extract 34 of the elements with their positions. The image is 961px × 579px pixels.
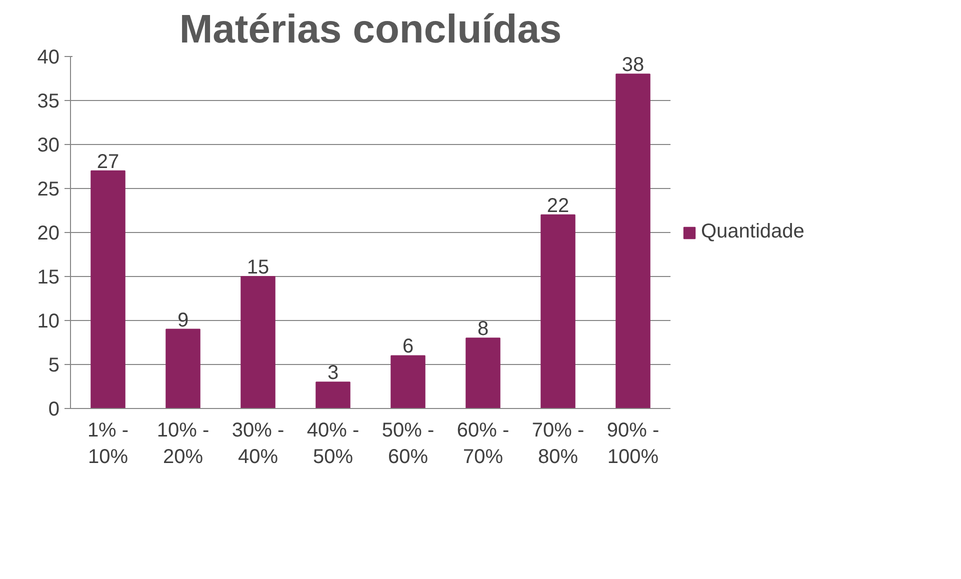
x-tick-label: 90% - 100% <box>606 420 660 468</box>
y-tick-label: 25 <box>37 178 60 200</box>
x-tick-label: 40% - 50% <box>306 420 360 468</box>
data-label: 3 <box>327 362 339 384</box>
y-tick-label: 10 <box>37 310 60 332</box>
y-tick-label: 35 <box>37 90 60 112</box>
y-tick-label: 30 <box>37 134 60 156</box>
bar <box>540 214 576 408</box>
x-tick-label: 60% - 70% <box>456 420 510 468</box>
data-label: 27 <box>96 150 120 173</box>
bar <box>166 328 200 408</box>
bar <box>316 382 350 408</box>
x-tick-label: 70% - 80% <box>532 420 584 468</box>
bar <box>240 276 276 408</box>
data-label: 38 <box>622 54 644 76</box>
bar <box>390 355 426 408</box>
legend-label: Quantidade <box>701 220 804 244</box>
x-tick-label: 30% - 40% <box>232 420 284 468</box>
bar <box>466 338 500 408</box>
x-tick-label: 10% - 20% <box>156 420 210 468</box>
chart-title: Matérias concluídas <box>179 8 562 52</box>
y-tick-label: 0 <box>48 398 60 420</box>
data-label: 6 <box>402 336 414 358</box>
y-tick-label: 15 <box>37 266 60 288</box>
data-label: 15 <box>246 256 270 278</box>
data-label: 8 <box>477 318 489 340</box>
bar <box>616 74 650 408</box>
y-tick-label: 40 <box>37 46 60 68</box>
data-label: 22 <box>546 194 570 217</box>
y-tick-label: 5 <box>48 354 60 376</box>
bar <box>90 170 126 408</box>
x-tick-label: 1% - 10% <box>87 420 129 468</box>
x-tick-label: 50% - 60% <box>382 420 434 468</box>
y-tick-label: 20 <box>37 222 60 244</box>
